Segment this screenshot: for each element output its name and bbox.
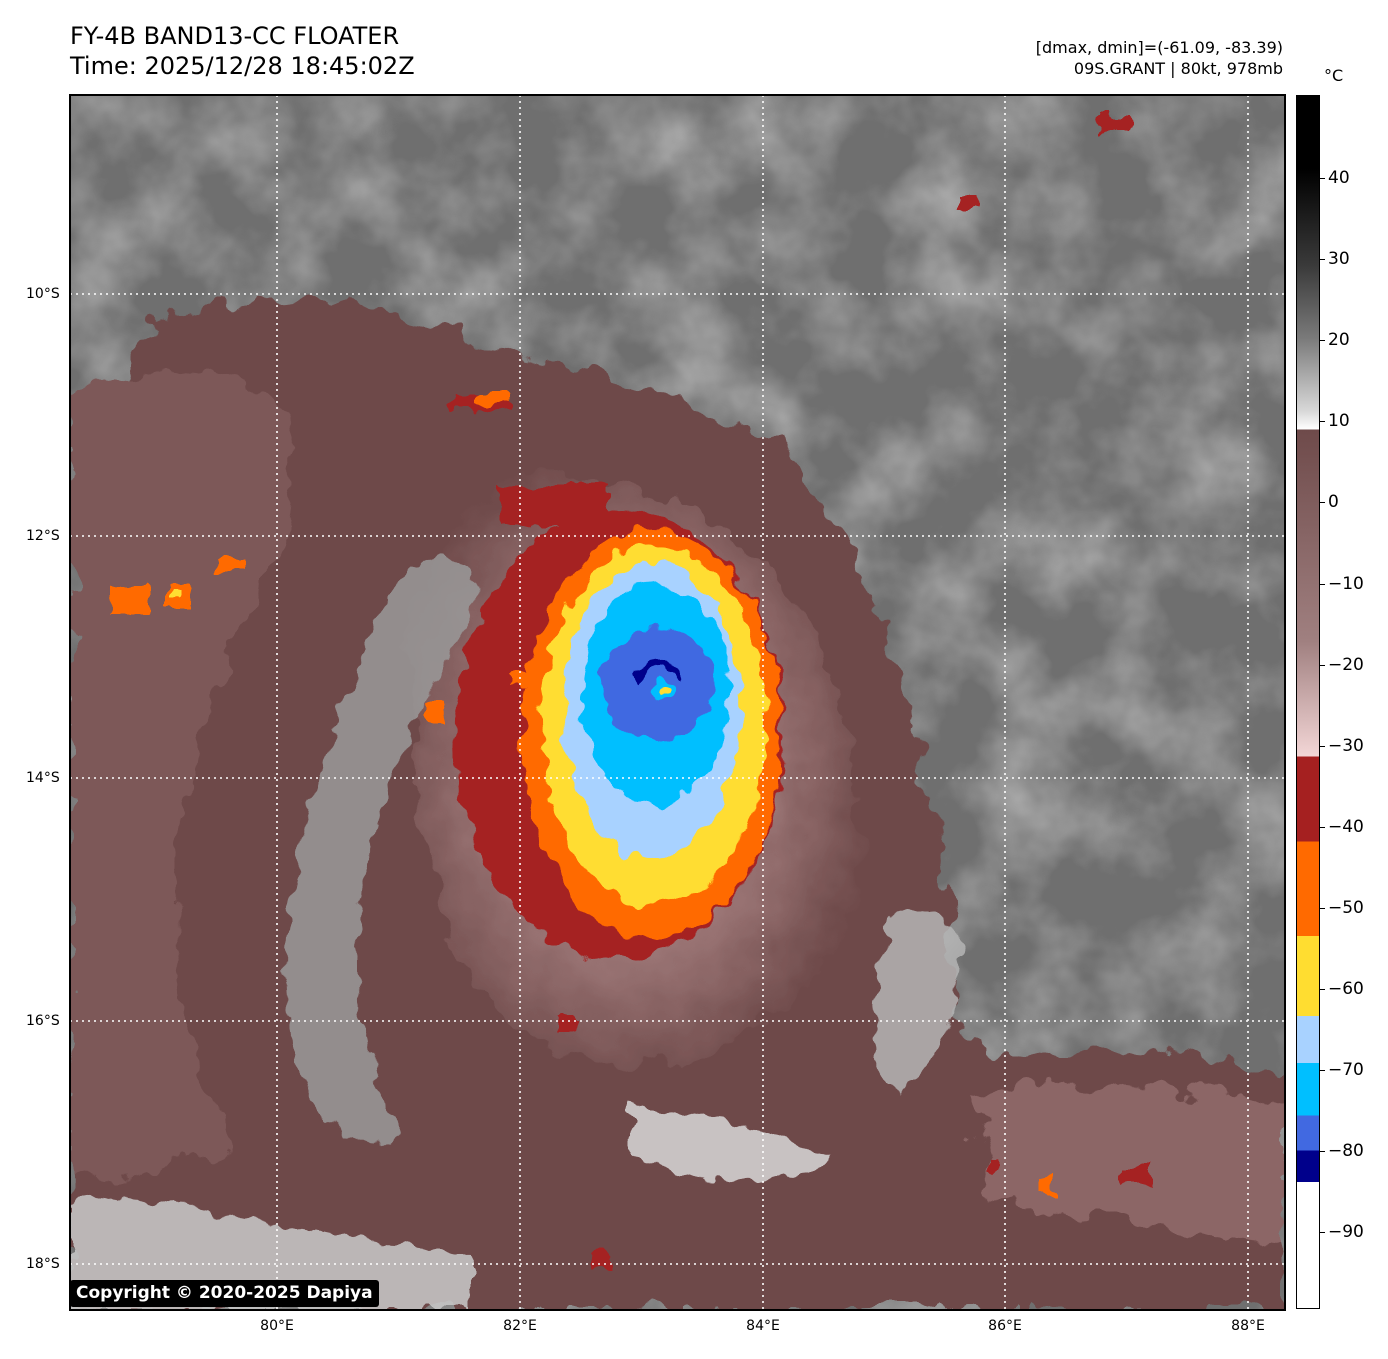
colorbar-tick: [1320, 1070, 1325, 1072]
lat-label-16s: 16°S: [26, 1013, 60, 1029]
lat-label-18s: 18°S: [26, 1256, 60, 1272]
gridlines: [70, 95, 1284, 1309]
colorbar-tick-label: −30: [1328, 735, 1364, 756]
colorbar-tick: [1320, 1151, 1325, 1153]
lat-label-10s: 10°S: [26, 286, 60, 302]
colorbar-tick-label: −20: [1328, 654, 1364, 675]
colorbar-tick: [1320, 178, 1325, 179]
colorbar-tick: [1320, 340, 1325, 342]
colorbar-tick-label: 30: [1328, 249, 1350, 270]
colorbar-tick: [1320, 583, 1325, 585]
satellite-map[interactable]: [70, 95, 1284, 1309]
colorbar-tick-label: −50: [1328, 897, 1364, 918]
lat-label-12s: 12°S: [26, 528, 60, 544]
colorbar-tick: [1320, 259, 1325, 261]
colorbar-tick-label: −40: [1328, 816, 1364, 837]
lon-label-82e: 82°E: [503, 1318, 537, 1334]
colorbar-tick: [1320, 664, 1325, 666]
lon-label-80e: 80°E: [260, 1318, 294, 1334]
chart-title: FY-4B BAND13-CC FLOATER: [70, 22, 400, 50]
colorbar-tick-label: 20: [1328, 330, 1350, 351]
lon-label-84e: 84°E: [746, 1318, 780, 1334]
colorbar-tick-label: −60: [1328, 979, 1364, 999]
lon-label-86e: 86°E: [988, 1318, 1022, 1334]
colorbar-tick-label: 40: [1328, 168, 1350, 188]
colorbar-tick-label: 0: [1328, 492, 1339, 513]
lon-label-88e: 88°E: [1231, 1318, 1265, 1334]
colorbar-tick-label: 10: [1328, 411, 1350, 432]
colorbar-unit: °C: [1324, 66, 1344, 85]
colorbar-tick: [1320, 745, 1325, 747]
chart-time: Time: 2025/12/28 18:45:02Z: [70, 52, 415, 80]
storm-info: 09S.GRANT | 80kt, 978mb: [1073, 59, 1283, 78]
satellite-imagery: [70, 95, 1284, 1309]
colorbar-tick: [1320, 1232, 1325, 1234]
colorbar-tick: [1320, 826, 1325, 828]
dmax-dmin-readout: [dmax, dmin]=(-61.09, -83.39): [1035, 38, 1283, 57]
colorbar-tick-label: −90: [1328, 1222, 1364, 1243]
lat-label-14s: 14°S: [26, 770, 60, 786]
colorbar-tick: [1320, 907, 1325, 909]
colorbar-tick-label: −10: [1328, 573, 1364, 594]
copyright-badge: Copyright © 2020-2025 Dapiya: [70, 1280, 379, 1307]
colorbar-tick-label: −80: [1328, 1141, 1364, 1162]
colorbar-tick-label: −70: [1328, 1060, 1364, 1081]
colorbar-tick: [1320, 421, 1325, 423]
temperature-colorbar: [1296, 95, 1320, 1309]
colorbar-tick: [1320, 989, 1325, 990]
colorbar-tick: [1320, 502, 1325, 504]
